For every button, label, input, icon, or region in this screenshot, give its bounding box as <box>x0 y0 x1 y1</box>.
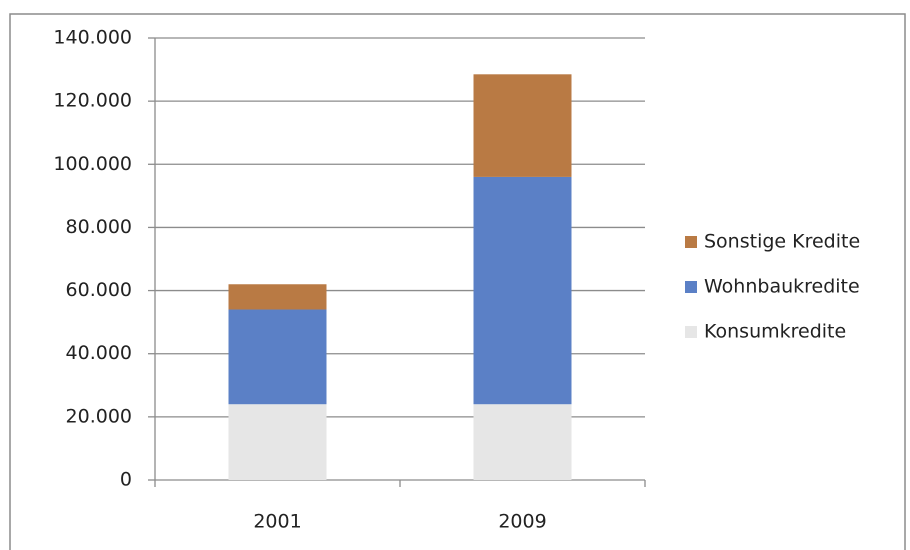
legend-swatch <box>685 281 697 293</box>
bar-segment <box>228 284 327 310</box>
bar-segment <box>473 74 572 177</box>
legend-label: Wohnbaukredite <box>704 276 860 298</box>
chart-border <box>9 13 906 550</box>
y-tick-label: 40.000 <box>66 342 132 364</box>
y-tick-label: 20.000 <box>66 405 132 427</box>
legend-label: Sonstige Kredite <box>704 231 860 253</box>
bar-segment <box>473 176 572 405</box>
y-tick-label: 120.000 <box>53 90 132 112</box>
y-tick-label: 80.000 <box>66 216 132 238</box>
bar-segment <box>228 404 327 480</box>
y-tick-label: 0 <box>120 469 132 491</box>
legend-swatch <box>685 236 697 248</box>
y-tick-label: 140.000 <box>53 27 132 49</box>
y-tick-label: 60.000 <box>66 279 132 301</box>
x-tick-label: 2009 <box>498 511 546 533</box>
legend-label: Konsumkredite <box>704 321 846 343</box>
y-tick-label: 100.000 <box>53 153 132 175</box>
legend-swatch <box>685 326 697 338</box>
x-tick-label: 2001 <box>253 511 301 533</box>
bar-segment <box>228 309 327 405</box>
bar-segment <box>473 404 572 480</box>
